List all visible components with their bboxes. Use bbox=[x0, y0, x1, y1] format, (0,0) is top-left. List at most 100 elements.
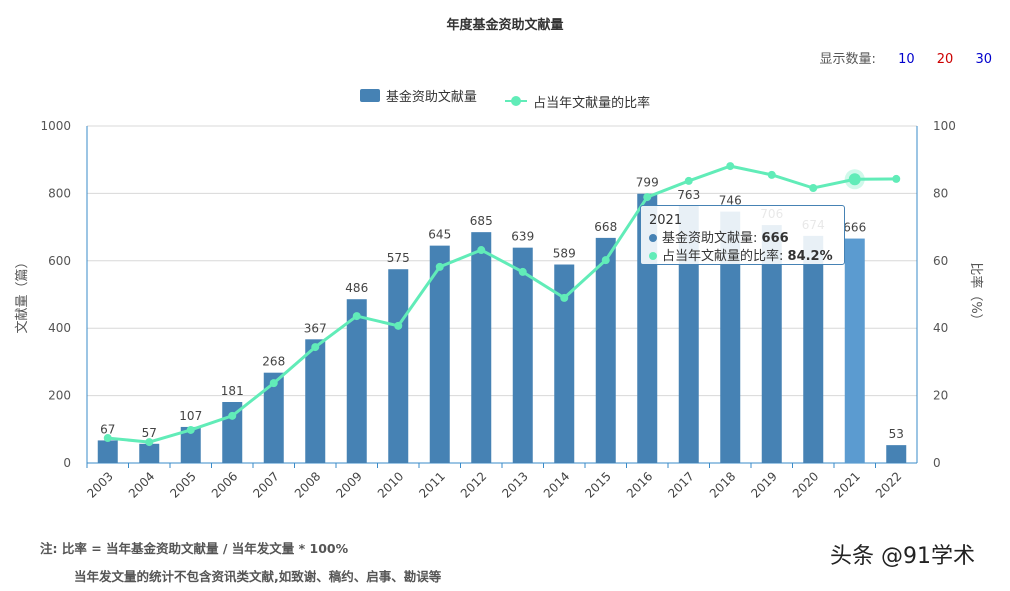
ratio-point bbox=[352, 312, 361, 321]
bar-value-label: 666 bbox=[843, 221, 866, 235]
ratio-point bbox=[892, 174, 901, 183]
bar bbox=[346, 299, 367, 463]
x-tick-label: 2014 bbox=[541, 469, 572, 500]
y2-axis-title: 比率（%） bbox=[968, 262, 984, 326]
ratio-point bbox=[643, 193, 652, 202]
legend-item-line[interactable]: 占当年文献量的比率 bbox=[505, 92, 650, 111]
bar-value-label: 685 bbox=[470, 214, 493, 228]
x-tick-label: 2004 bbox=[126, 469, 157, 500]
watermark: 头条 @91学术 bbox=[830, 544, 975, 569]
display-count-selector: 显示数量: 10 20 30 bbox=[820, 48, 992, 67]
x-tick-label: 2013 bbox=[499, 469, 530, 500]
tooltip: 2021 基金资助文献量: 666 占当年文献量的比率: 84.2% bbox=[640, 205, 845, 265]
y-tick-label: 200 bbox=[48, 389, 71, 403]
tooltip-line-label: 占当年文献量的比率: bbox=[662, 249, 784, 264]
ratio-point bbox=[560, 293, 569, 302]
tooltip-bar-label: 基金资助文献量: bbox=[662, 231, 758, 246]
tooltip-line-value: 84.2% bbox=[787, 249, 833, 264]
chart-title: 年度基金资助文献量 bbox=[446, 18, 564, 33]
bar bbox=[471, 232, 492, 463]
bar bbox=[512, 247, 533, 463]
ratio-point bbox=[269, 379, 278, 388]
ratio-point bbox=[726, 162, 735, 171]
count-option-10[interactable]: 10 bbox=[898, 52, 915, 67]
x-tick-label: 2015 bbox=[582, 469, 613, 500]
bar-value-label: 67 bbox=[100, 422, 115, 436]
x-tick-label: 2008 bbox=[292, 469, 323, 500]
bar-value-label: 181 bbox=[221, 384, 244, 398]
bar bbox=[263, 372, 284, 463]
tooltip-year: 2021 bbox=[649, 213, 683, 228]
y-tick-label: 600 bbox=[48, 254, 71, 268]
ratio-point bbox=[311, 343, 320, 352]
ratio-point bbox=[103, 434, 112, 443]
x-tick-label: 2003 bbox=[84, 469, 115, 500]
bar-value-label: 639 bbox=[511, 230, 534, 244]
x-tick-label: 2009 bbox=[333, 469, 364, 500]
ratio-point bbox=[186, 425, 195, 434]
tooltip-bar-value: 666 bbox=[761, 231, 789, 246]
line-swatch bbox=[505, 96, 528, 106]
legend: 基金资助文献量 占当年文献量的比率 bbox=[0, 86, 1010, 111]
bar-value-label: 763 bbox=[677, 188, 700, 202]
bar bbox=[595, 237, 616, 463]
note-line-2: 当年发文量的统计不包含资讯类文献,如致谢、稿约、启事、勘误等 bbox=[74, 569, 442, 584]
bar-value-label: 107 bbox=[179, 409, 202, 423]
x-tick-label: 2006 bbox=[209, 469, 240, 500]
x-tick-label: 2007 bbox=[250, 469, 281, 500]
line-dot-icon bbox=[649, 252, 657, 260]
x-tick-label: 2010 bbox=[375, 469, 406, 500]
bar-value-label: 589 bbox=[553, 247, 576, 261]
note-line-1: 注: 比率 = 当年基金资助文献量 / 当年发文量 * 100% bbox=[40, 541, 349, 556]
x-tick-label: 2022 bbox=[873, 469, 904, 500]
bar bbox=[429, 245, 450, 463]
y-axis-title: 文献量（篇） bbox=[15, 255, 30, 333]
y-tick-label: 1000 bbox=[40, 119, 71, 133]
bar bbox=[803, 235, 824, 463]
bar bbox=[720, 211, 741, 463]
legend-label: 基金资助文献量 bbox=[385, 90, 477, 105]
ratio-point bbox=[848, 173, 861, 186]
count-option-30[interactable]: 30 bbox=[975, 52, 992, 67]
ratio-point bbox=[228, 411, 237, 420]
ratio-point bbox=[145, 438, 154, 447]
ratio-line bbox=[107, 164, 897, 444]
ratio-point bbox=[518, 267, 527, 276]
x-tick-label: 2020 bbox=[790, 469, 821, 500]
ratio-point bbox=[435, 262, 444, 271]
ratio-point bbox=[767, 170, 776, 179]
bar-dot-icon bbox=[649, 234, 657, 242]
bar-value-label: 367 bbox=[304, 321, 327, 335]
bar-value-label: 57 bbox=[142, 426, 157, 440]
x-tick-label: 2016 bbox=[624, 469, 655, 500]
ratio-point bbox=[394, 321, 403, 330]
x-tick-label: 2021 bbox=[831, 469, 862, 500]
bar bbox=[886, 445, 907, 463]
x-tick-label: 2012 bbox=[458, 469, 489, 500]
x-tick-label: 2017 bbox=[665, 469, 696, 500]
y2-tick-label: 20 bbox=[933, 389, 948, 403]
bar bbox=[554, 264, 575, 463]
y2-tick-label: 0 bbox=[933, 456, 941, 470]
bar-value-label: 645 bbox=[428, 228, 451, 242]
bar-value-label: 746 bbox=[719, 194, 742, 208]
bar bbox=[388, 269, 409, 463]
bar-swatch bbox=[359, 89, 380, 102]
bar bbox=[678, 205, 699, 463]
bar-value-label: 799 bbox=[636, 176, 659, 190]
bar-value-label: 575 bbox=[387, 251, 410, 265]
x-tick-label: 2018 bbox=[707, 469, 738, 500]
bar-value-label: 268 bbox=[262, 355, 285, 369]
bar bbox=[844, 238, 865, 463]
bar bbox=[180, 426, 201, 463]
bar bbox=[761, 225, 782, 463]
legend-item-bar[interactable]: 基金资助文献量 bbox=[359, 86, 477, 105]
footnote: 注: 比率 = 当年基金资助文献量 / 当年发文量 * 100% 当年发文量的统… bbox=[40, 535, 441, 591]
y2-tick-label: 100 bbox=[933, 119, 956, 133]
y2-tick-label: 60 bbox=[933, 254, 948, 268]
x-tick-label: 2011 bbox=[416, 469, 447, 500]
count-option-20[interactable]: 20 bbox=[936, 52, 954, 67]
bar-value-label: 53 bbox=[889, 427, 904, 441]
x-tick-label: 2019 bbox=[748, 469, 779, 500]
ratio-point bbox=[809, 184, 818, 193]
